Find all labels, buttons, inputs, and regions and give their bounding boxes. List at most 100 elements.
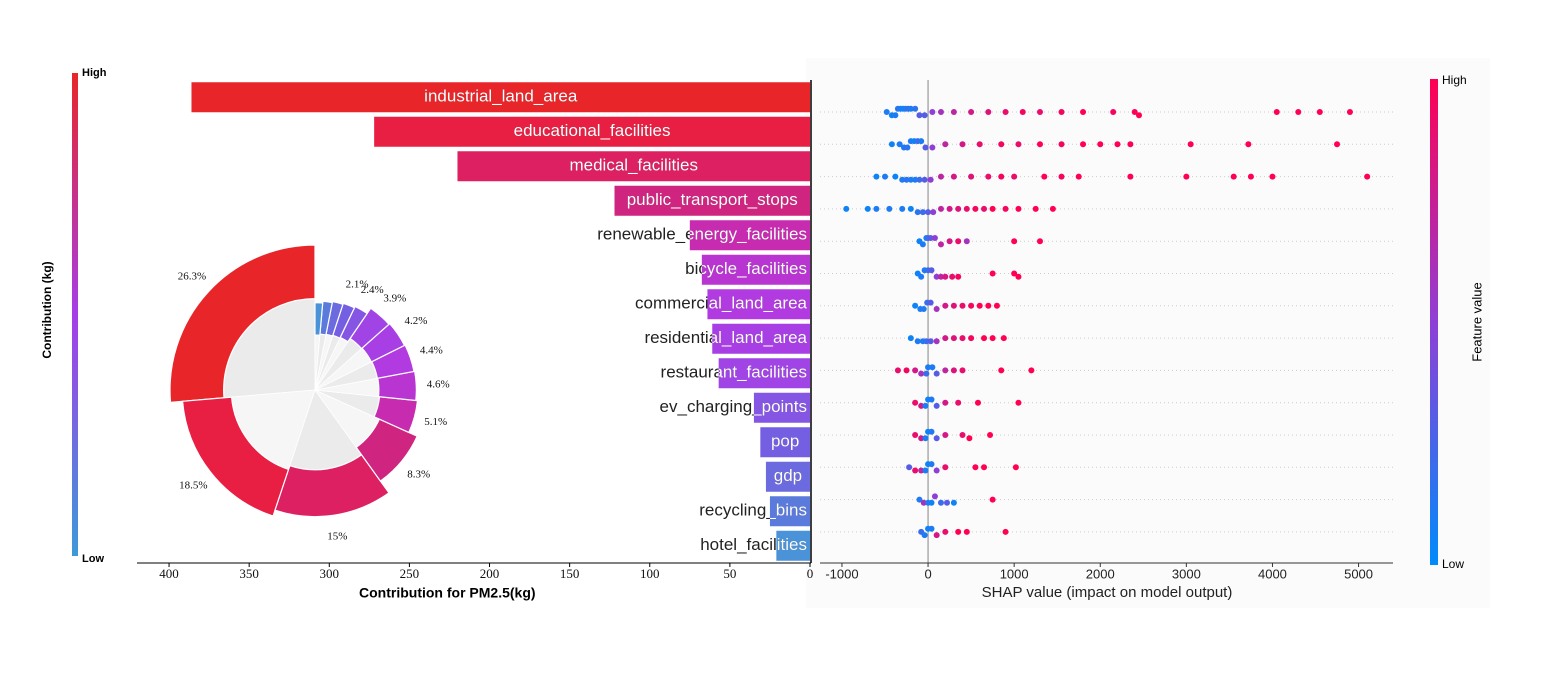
- shap-point: [1131, 109, 1138, 115]
- shap-point: [1058, 141, 1065, 148]
- shap-point: [937, 499, 944, 506]
- shap-point: [1002, 528, 1009, 535]
- shap-point: [1075, 173, 1082, 180]
- shap-point: [931, 493, 938, 500]
- pie-label: 4.2%: [405, 315, 428, 327]
- shap-point: [930, 209, 937, 216]
- x-tick-label: 3000: [1172, 566, 1201, 581]
- shap-point: [1015, 273, 1022, 280]
- shap-point: [942, 141, 949, 148]
- shap-point: [933, 273, 940, 280]
- bar: [769, 496, 810, 527]
- shap-point: [950, 173, 957, 180]
- shap-point: [925, 364, 932, 371]
- shap-point: [1002, 109, 1009, 115]
- x-tick-label: 1000: [1000, 566, 1029, 581]
- shap-point: [937, 173, 944, 180]
- shap-point: [933, 467, 940, 474]
- pie-label: 15%: [327, 530, 347, 542]
- shap-point: [976, 141, 983, 148]
- shap-point: [1036, 141, 1043, 148]
- shap-point: [1012, 464, 1019, 471]
- shap-point: [929, 144, 936, 151]
- bar-label: ev_charging_points: [660, 397, 807, 416]
- colorbar-low: Low: [1442, 557, 1464, 571]
- shap-point: [966, 435, 973, 442]
- shap-point: [955, 399, 962, 406]
- shap-point: [922, 402, 929, 409]
- shap-point: [892, 173, 899, 180]
- shap-point: [1015, 205, 1022, 212]
- shap-point: [843, 205, 850, 212]
- shap-point: [873, 173, 880, 180]
- shap-point: [918, 435, 925, 442]
- bar-label-inside: gdp: [774, 466, 802, 485]
- shap-point: [928, 461, 935, 468]
- shap-point: [985, 302, 992, 309]
- shap-point: [923, 338, 930, 345]
- shap-point: [942, 432, 949, 438]
- shap-point: [929, 364, 936, 371]
- shap-point: [950, 499, 957, 506]
- shap-point: [1058, 109, 1065, 115]
- shap-point: [942, 273, 949, 280]
- shap-point: [963, 238, 970, 245]
- shap-point: [918, 273, 925, 280]
- shap-point: [903, 367, 910, 374]
- shap-point: [950, 302, 957, 309]
- shap-point: [1032, 205, 1039, 212]
- shap-point: [1247, 173, 1254, 180]
- shap-point: [916, 176, 923, 183]
- shap-point: [1269, 173, 1276, 180]
- x-tick-label: 4000: [1258, 566, 1287, 581]
- shap-point: [985, 109, 992, 115]
- shap-point: [928, 267, 935, 274]
- shap-point: [883, 109, 890, 115]
- shap-point: [1110, 109, 1117, 115]
- x-tick-label: 250: [400, 566, 420, 581]
- shap-point: [933, 338, 940, 345]
- bar-label-inside: renewable_energy_facilities: [597, 225, 807, 244]
- bar-label: pop: [771, 432, 799, 451]
- pie-slice: [314, 302, 324, 336]
- bar-label-inside: pop: [771, 432, 799, 451]
- pie-slice: [169, 244, 316, 403]
- panel-background: [806, 58, 1490, 608]
- shap-point: [864, 205, 871, 212]
- shap-point: [1127, 173, 1134, 180]
- shap-point: [925, 209, 932, 216]
- bar-label-inside: restaurant_facilities: [661, 363, 807, 382]
- pie-label: 2.4%: [361, 284, 384, 296]
- shap-point: [933, 402, 940, 409]
- shap-point: [1316, 109, 1323, 115]
- x-tick-label: 400: [159, 566, 179, 581]
- x-tick-label: -1000: [825, 566, 858, 581]
- bar-label: recycling_bins: [699, 501, 807, 520]
- shap-point: [987, 432, 994, 438]
- shap-point: [929, 109, 936, 115]
- shap-point: [918, 467, 925, 474]
- shap-point: [920, 499, 927, 506]
- pie-label: 18.5%: [179, 479, 207, 491]
- shap-point: [933, 370, 940, 377]
- bar-label-inside: recycling_bins: [699, 501, 807, 520]
- shap-point: [1015, 399, 1022, 406]
- shap-point: [912, 176, 919, 183]
- shap-point: [1036, 238, 1043, 245]
- x-tick-label: 2000: [1086, 566, 1115, 581]
- shap-point: [989, 496, 996, 503]
- shap-point: [923, 370, 930, 377]
- shap-point: [912, 399, 919, 406]
- shap-point: [922, 144, 929, 151]
- shap-point: [1114, 141, 1121, 148]
- colorbar: [72, 73, 78, 556]
- shap-point: [981, 205, 988, 212]
- shap-point: [907, 176, 914, 183]
- shap-point: [959, 335, 966, 342]
- shap-point: [989, 205, 996, 212]
- shap-point: [942, 367, 949, 374]
- shap-point: [928, 499, 935, 506]
- shap-point: [914, 338, 921, 345]
- x-tick-label: 0: [807, 566, 814, 581]
- shap-point: [937, 273, 944, 280]
